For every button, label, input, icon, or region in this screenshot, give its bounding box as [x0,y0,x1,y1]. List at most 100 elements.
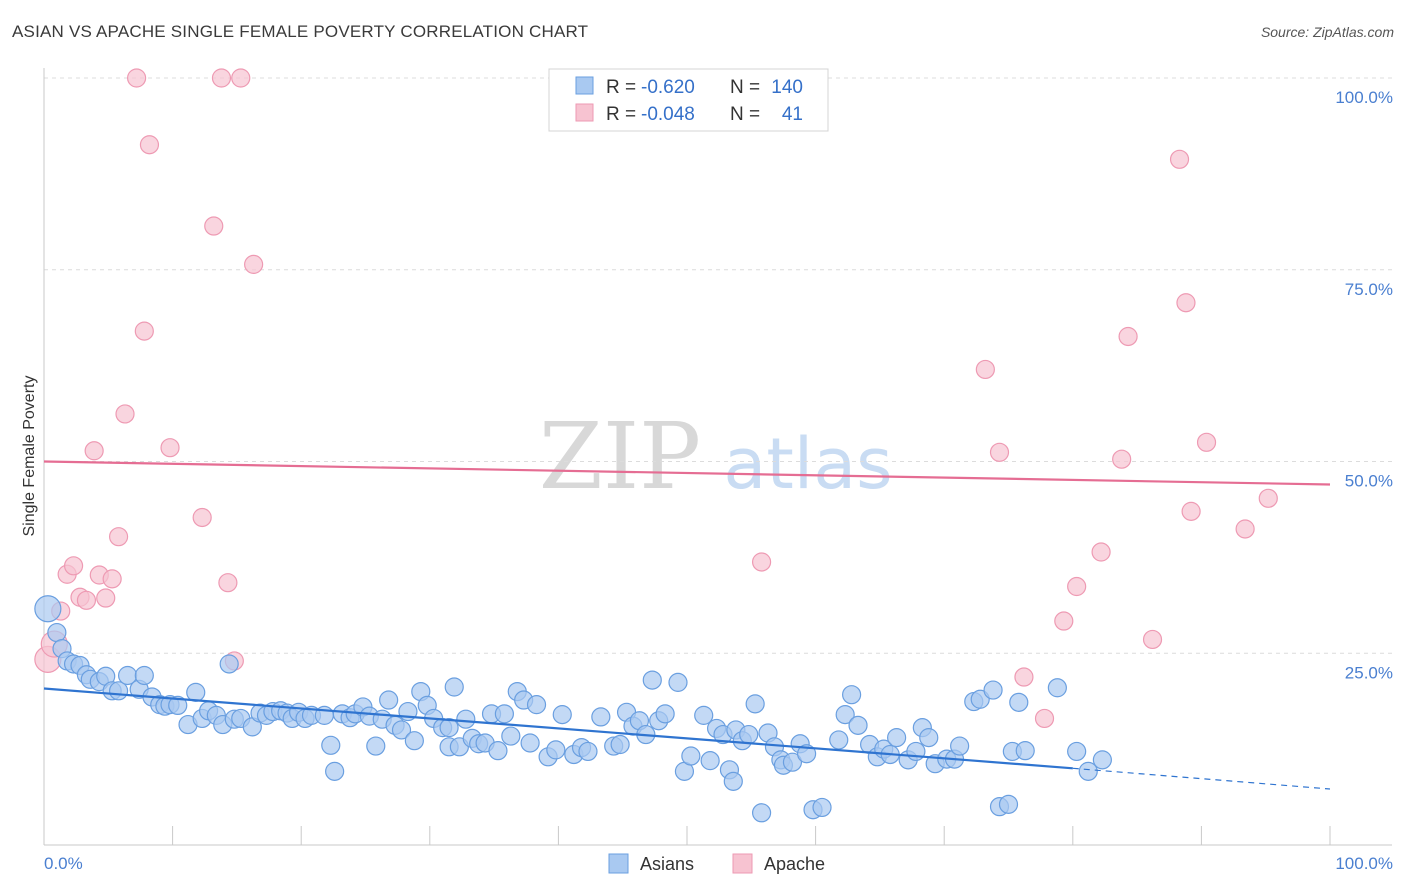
chart-title: ASIAN VS APACHE SINGLE FEMALE POVERTY CO… [12,22,589,41]
apache-point [1118,326,1138,347]
asian-point [494,704,514,724]
asian-point [379,690,399,710]
asian-point [668,672,688,692]
asian-point [1015,741,1035,761]
asian-point [1009,692,1029,712]
asian-point [578,741,598,762]
asian-point [526,695,547,715]
apache-point [211,68,232,88]
bottom-legend-asians-swatch [608,853,629,874]
asian-point [366,736,386,756]
asian-point [681,746,701,766]
stats-legend-box [548,68,829,132]
apache-r-label: R = [606,104,636,125]
apache-point [989,442,1010,462]
apache-point [231,68,251,88]
apache-point [1014,667,1034,687]
bottom-legend-apache-label: Apache [764,854,825,874]
asian-point [812,797,832,818]
x-axis-ticks [43,826,1331,845]
asian-point [1078,761,1098,781]
x-tick-label-max: 100.0% [1335,854,1393,873]
apache-point [84,441,104,461]
asian-point [700,751,720,771]
asian-point [919,728,939,748]
apache-point [76,590,97,610]
apache-point [1054,611,1074,631]
watermark-atlas: atlas [723,423,892,505]
apache-point [218,573,238,593]
apache-point [192,507,212,528]
asian-point [694,705,714,725]
bottom-legend-apache-swatch [732,853,753,874]
apache-point [1258,488,1278,508]
apache-point [96,588,116,608]
apache-point [108,527,129,547]
asians-series [34,595,1112,823]
asian-point [796,744,817,764]
y-tick-label: 50.0% [1345,472,1393,491]
asian-point [134,665,154,686]
apache-point [126,68,147,88]
asian-point [842,685,862,705]
asian-point [642,670,662,690]
apache-point [139,135,160,155]
asian-point [950,736,970,756]
asian-point [391,720,412,740]
apache-point [975,359,995,380]
asian-point [723,771,743,791]
apache-point [1176,293,1196,313]
apache-point [160,438,180,458]
bottom-legend-asians-label: Asians [640,854,694,874]
asians-legend-swatch [575,76,594,95]
asian-point [456,709,476,729]
gridlines [44,77,1392,654]
apache-point [1142,629,1163,650]
apache-point [1112,449,1132,469]
apache-point [1196,432,1217,452]
apache-n-label: N = [730,104,760,125]
asian-point [520,733,540,753]
trend-lines [43,460,1331,790]
asian-point [610,734,630,755]
asian-point [552,705,572,725]
asian-point [655,704,675,724]
x-tick-label-min: 0.0% [44,854,83,873]
asian-point [488,741,508,761]
watermark: ZIP atlas [539,403,893,510]
apache-point [63,556,84,576]
asian-point [829,730,849,750]
asian-point [404,731,424,751]
apache-point [244,254,264,274]
apache-point [134,321,154,341]
asian-point [34,595,62,623]
asian-point [745,694,765,714]
apache-point [1034,708,1055,729]
y-tick-labels: 25.0% 50.0% 75.0% 100.0% [1335,88,1393,682]
apache-point [1091,542,1111,562]
asian-point [444,677,464,697]
asian-point [168,695,188,716]
y-tick-label: 100.0% [1335,88,1393,107]
asian-point [219,654,239,674]
asians-trend-extension [1072,767,1331,790]
apache-trend-line [43,460,1331,486]
stats-legend: R = -0.620 N = 140 R = -0.048 N = 41 [548,68,829,132]
apache-point [204,216,224,236]
apache-series [34,68,1278,729]
asian-point [751,803,772,823]
asian-point [501,726,521,746]
asians-n-value: 140 [771,77,803,98]
asian-point [439,718,459,738]
apache-legend-swatch [575,103,594,122]
asian-point [186,682,206,702]
bottom-legend: Asians Apache [608,853,825,874]
watermark-zip: ZIP [539,403,701,510]
asian-point [321,735,341,755]
apache-point [751,552,772,572]
asian-point [983,680,1003,700]
y-tick-label: 25.0% [1345,663,1393,682]
asian-point [546,740,566,760]
asian-point [1092,750,1112,770]
